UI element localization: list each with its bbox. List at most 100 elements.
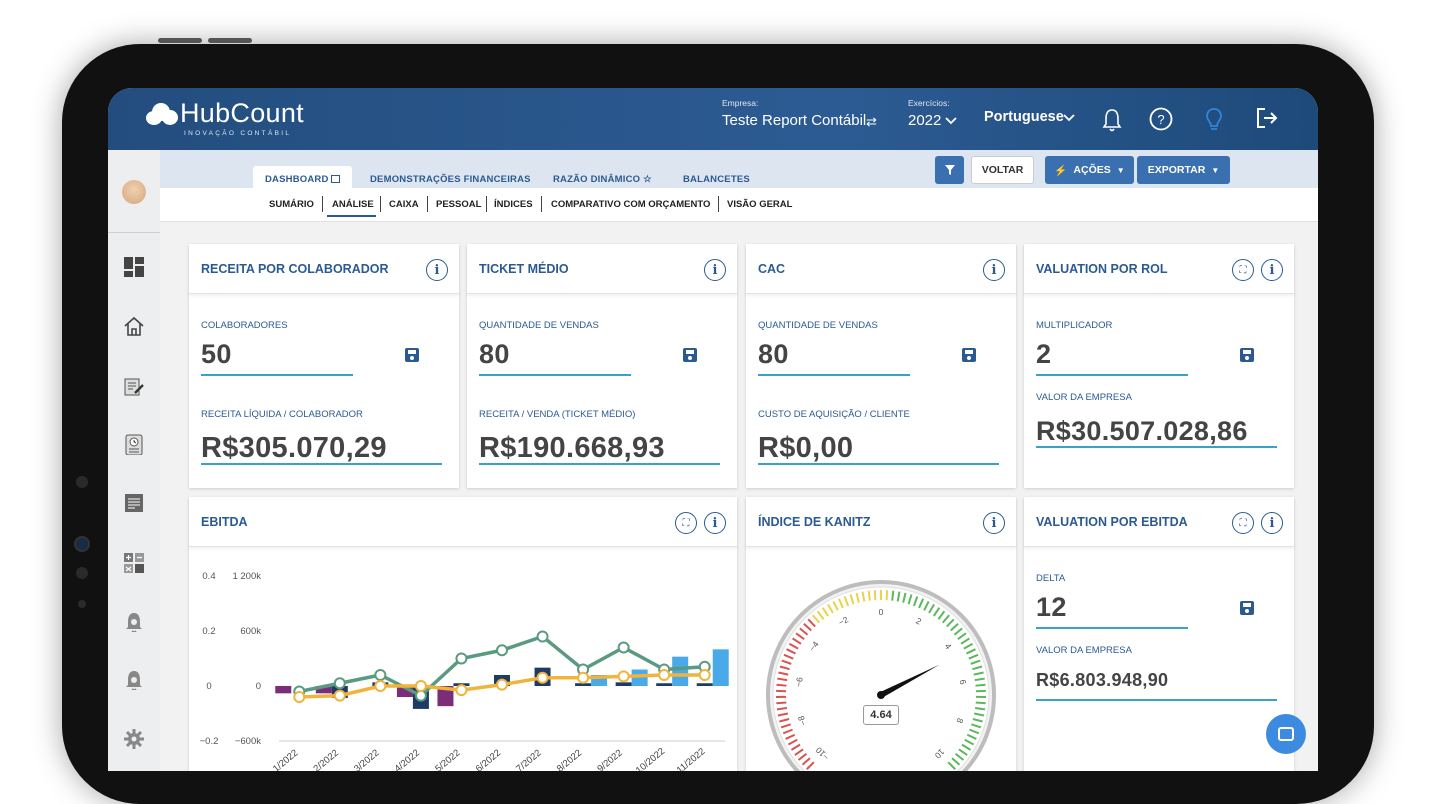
sidebar-divider xyxy=(108,232,160,233)
dashboard-tab-icon xyxy=(331,175,340,183)
multiplicador-input[interactable]: 2 xyxy=(1036,339,1051,370)
info-icon[interactable]: i xyxy=(1261,259,1283,281)
lightbulb-icon[interactable] xyxy=(1205,107,1223,133)
subtab-visao-geral[interactable]: VISÃO GERAL xyxy=(727,199,792,210)
ebitda-line-point xyxy=(335,691,345,701)
card-cac: CAC i QUANTIDADE DE VENDAS 80 CUSTO DE A… xyxy=(746,244,1016,488)
card-header: ÍNDICE DE KANITZ i xyxy=(746,497,1016,547)
quantidade-vendas-input[interactable]: 80 xyxy=(758,339,789,370)
alert-settings-icon[interactable] xyxy=(123,610,145,632)
gauge-tick xyxy=(975,708,985,709)
expand-icon[interactable]: ⛶ xyxy=(1232,259,1254,281)
x-tick-label: 10/2022 xyxy=(634,746,667,771)
info-icon[interactable]: i xyxy=(704,259,726,281)
quantidade-vendas-input[interactable]: 80 xyxy=(479,339,510,370)
card-header: VALUATION POR ROL ⛶ i xyxy=(1024,244,1294,294)
empresa-selector[interactable]: Teste Report Contábil xyxy=(722,112,866,129)
x-tick-label: 1/2022 xyxy=(271,748,300,771)
logout-icon[interactable] xyxy=(1255,106,1279,130)
input-underline xyxy=(1036,699,1277,701)
tab-dashboard[interactable]: DASHBOARD xyxy=(253,166,352,189)
help-icon[interactable]: ? xyxy=(1149,107,1173,131)
subtab-analise[interactable]: ANÁLISE xyxy=(332,199,374,210)
x-tick-label: 7/2022 xyxy=(514,748,543,771)
ebitda-line-point xyxy=(375,670,385,680)
chevron-down-icon[interactable] xyxy=(1063,114,1075,122)
expand-icon[interactable]: ⛶ xyxy=(1232,512,1254,534)
subtab-caixa[interactable]: CAIXA xyxy=(389,199,419,210)
filter-button[interactable] xyxy=(935,156,964,184)
gauge-tick xyxy=(776,702,786,703)
tab-balancetes[interactable]: BALANCETES xyxy=(683,174,750,185)
language-selector[interactable]: Portuguese xyxy=(984,109,1064,125)
calculator-icon[interactable] xyxy=(123,552,145,574)
voltar-button[interactable]: VOLTAR xyxy=(971,156,1034,184)
result-value: R$6.803.948,90 xyxy=(1036,670,1168,691)
subtab-indices[interactable]: ÍNDICES xyxy=(494,199,533,210)
ebitda-line-point xyxy=(619,671,629,681)
bell-icon[interactable] xyxy=(1102,108,1122,132)
card-header: RECEITA POR COLABORADOR i xyxy=(189,244,459,294)
colaboradores-input[interactable]: 50 xyxy=(201,339,232,370)
save-icon[interactable] xyxy=(405,348,419,362)
ebitda-line-point xyxy=(294,692,304,702)
save-icon[interactable] xyxy=(1240,348,1254,362)
exportar-button[interactable]: EXPORTAR▼ xyxy=(1137,156,1230,184)
expand-icon[interactable]: ⛶ xyxy=(675,512,697,534)
exercicios-selector[interactable]: 2022 xyxy=(908,112,941,129)
home-icon[interactable] xyxy=(123,315,145,337)
y-left-tick-label: 0 xyxy=(206,681,211,692)
edit-document-icon[interactable] xyxy=(123,375,145,397)
save-icon[interactable] xyxy=(1240,601,1254,615)
subtab-pessoal[interactable]: PESSOAL xyxy=(436,199,481,210)
card-ticket-medio: TICKET MÉDIO i QUANTIDADE DE VENDAS 80 R… xyxy=(467,244,737,488)
field-label: VALOR DA EMPRESA xyxy=(1036,645,1132,656)
tab-demonstracoes-financeiras[interactable]: DEMONSTRAÇÕES FINANCEIRAS xyxy=(370,174,531,185)
subtab-sumario[interactable]: SUMÁRIO xyxy=(269,199,314,210)
chevron-down-icon: ▼ xyxy=(1211,166,1219,175)
acoes-button[interactable]: ⚡AÇÕES▼ xyxy=(1045,156,1134,184)
x-tick-label: 11/2022 xyxy=(675,746,708,771)
chevron-down-icon[interactable] xyxy=(945,117,957,125)
notification-settings-icon[interactable] xyxy=(123,668,145,690)
avatar[interactable] xyxy=(122,180,146,204)
swap-icon[interactable]: ⇄ xyxy=(866,114,877,130)
info-icon[interactable]: i xyxy=(1261,512,1283,534)
logo-text: HubCount xyxy=(180,100,304,127)
card-header: CAC i xyxy=(746,244,1016,294)
input-underline xyxy=(201,463,442,465)
input-underline xyxy=(758,463,999,465)
info-icon[interactable]: i xyxy=(704,512,726,534)
ebitda-line-point xyxy=(700,670,710,680)
device-sensor xyxy=(76,476,88,488)
chat-button[interactable] xyxy=(1266,714,1306,754)
hubcount-logo[interactable]: HubCount INOVAÇÃO CONTÁBIL xyxy=(144,100,304,127)
device-sensor xyxy=(76,567,88,579)
info-icon[interactable]: i xyxy=(426,259,448,281)
dashboard-icon[interactable] xyxy=(123,256,145,278)
save-icon[interactable] xyxy=(962,348,976,362)
gear-icon[interactable] xyxy=(123,728,145,750)
card-header: VALUATION POR EBITDA ⛶ i xyxy=(1024,497,1294,547)
tab-dashboard-label: DASHBOARD xyxy=(265,174,329,185)
field-label: CUSTO DE AQUISIÇÃO / CLIENTE xyxy=(758,409,910,420)
save-icon[interactable] xyxy=(683,348,697,362)
subtab-separator xyxy=(322,196,323,212)
exercicios-label: Exercícios: xyxy=(908,98,950,108)
info-icon[interactable]: i xyxy=(983,259,1005,281)
x-tick-label: 2/2022 xyxy=(312,748,341,771)
report-list-icon[interactable] xyxy=(123,492,145,514)
input-underline xyxy=(1036,446,1277,448)
field-label: RECEITA LÍQUIDA / COLABORADOR xyxy=(201,409,363,420)
subtab-comparativo[interactable]: COMPARATIVO COM ORÇAMENTO xyxy=(551,199,710,210)
info-icon[interactable]: i xyxy=(983,512,1005,534)
device-sensor xyxy=(78,600,86,608)
device-button xyxy=(208,38,252,43)
delta-input[interactable]: 12 xyxy=(1036,592,1067,623)
ebitda-line-point xyxy=(416,681,426,691)
tab-razao-dinamico[interactable]: RAZÃO DINÂMICO ☆ xyxy=(553,174,652,185)
time-report-icon[interactable] xyxy=(123,433,145,455)
filter-icon xyxy=(944,164,956,176)
